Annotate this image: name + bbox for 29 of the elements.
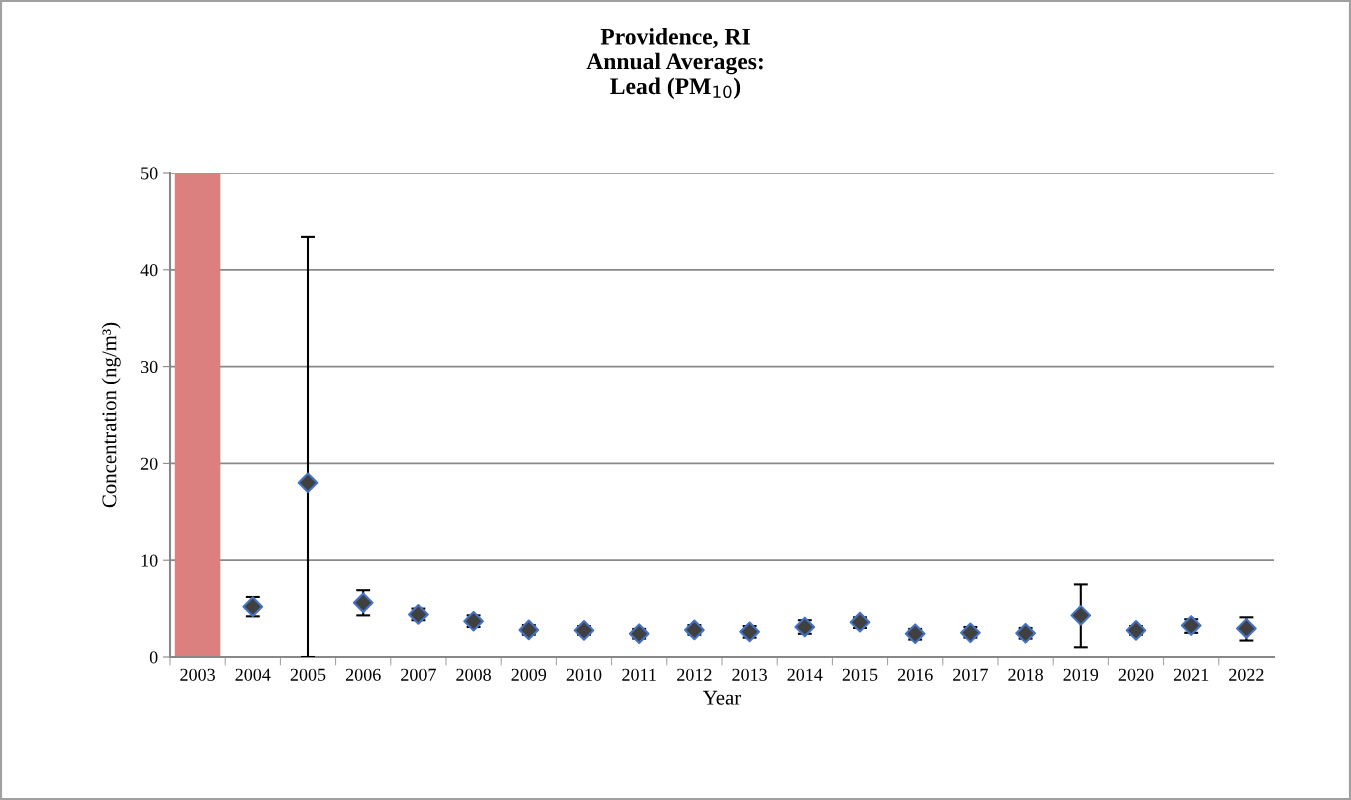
chart-title: Providence, RI Annual Averages: Lead (PM$_{10}$) [586,28,763,99]
x-tick-label: 2016 [897,668,933,681]
x-tick-label: 2022 [1229,668,1264,681]
x-tick-label: 2012 [677,668,712,681]
x-tick-label: 2003 [180,668,215,681]
x-tick-label: 2015 [842,668,878,681]
y-tick-label: 50 [141,167,158,180]
y-tick-label: 20 [140,457,158,470]
x-tick-label: 2021 [1173,668,1209,681]
x-tick-label: 2011 [622,668,656,681]
x-tick-label: 2008 [456,668,491,681]
x-tick-label: 2004 [235,668,271,681]
x-tick-label: 2006 [345,668,381,681]
x-tick-label: 2019 [1063,668,1099,681]
y-tick-label: 0 [149,651,158,664]
x-tick-label: 2017 [953,668,988,681]
y-axis-title: Concentration (ng/m³) [101,322,121,508]
y-tick-label: 10 [141,554,158,567]
x-tick-label: 2007 [401,668,436,681]
x-tick-label: 2014 [787,668,823,681]
y-tick-label: 30 [141,360,158,374]
x-tick-label: 2009 [511,668,547,681]
x-tick-label: 2013 [732,668,767,681]
x-tick-label: 2005 [290,668,326,681]
y-tick-label: 40 [140,264,158,277]
x-tick-label: 2018 [1008,668,1043,681]
x-axis-title: Year [703,690,742,705]
x-tick-label: 2010 [566,668,602,681]
x-tick-label: 2020 [1118,668,1154,681]
